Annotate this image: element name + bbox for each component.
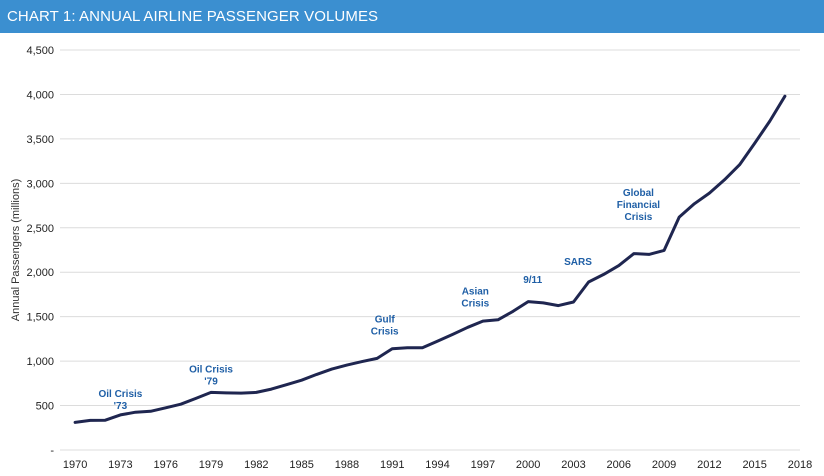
- data-point: [300, 379, 303, 382]
- x-tick-label: 1976: [153, 459, 177, 471]
- data-point: [194, 397, 198, 400]
- data-point: [240, 391, 243, 395]
- data-point: [587, 280, 590, 284]
- x-tick-label: 1982: [244, 459, 268, 471]
- y-tick-label: 1,500: [26, 312, 54, 324]
- annotation-label: Crisis: [371, 326, 399, 337]
- y-tick-label: 4,500: [26, 45, 54, 57]
- data-point: [572, 300, 575, 304]
- data-point: [723, 178, 726, 181]
- data-point: [179, 403, 183, 406]
- data-point: [632, 252, 636, 255]
- data-point: [360, 360, 364, 363]
- data-point: [708, 191, 711, 195]
- annotation-label: '79: [204, 377, 218, 388]
- data-point: [391, 347, 394, 350]
- data-point: [209, 391, 213, 394]
- data-point: [134, 411, 137, 414]
- x-tick-label: 2015: [742, 459, 766, 471]
- data-point: [677, 215, 681, 219]
- y-tick-label: 2,000: [26, 267, 54, 279]
- data-point: [647, 253, 651, 256]
- x-tick-label: 1970: [63, 459, 87, 471]
- annotation-label: SARS: [564, 257, 592, 268]
- annotation-label: Oil Crisis: [189, 365, 233, 376]
- annotation-label: Global: [623, 188, 654, 199]
- x-tick-label: 1973: [108, 459, 132, 471]
- y-tick-label: 3,000: [26, 178, 54, 190]
- data-point: [164, 406, 167, 409]
- data-point: [738, 163, 741, 166]
- series-line: [73, 94, 787, 424]
- annotation-label: '73: [114, 401, 128, 412]
- data-point: [526, 300, 530, 303]
- data-point: [436, 339, 439, 343]
- data-point: [315, 373, 318, 376]
- data-point: [617, 264, 620, 267]
- y-tick-label: 1,000: [26, 356, 54, 368]
- annotation-label: Asian: [462, 286, 489, 297]
- data-point: [496, 318, 500, 321]
- x-tick-label: 2003: [561, 459, 585, 471]
- x-tick-label: 2009: [652, 459, 676, 471]
- data-point: [104, 419, 107, 422]
- chart-title: CHART 1: ANNUAL AIRLINE PASSENGER VOLUME…: [7, 8, 379, 25]
- x-tick-label: 2000: [516, 459, 540, 471]
- data-point: [330, 367, 334, 371]
- data-point: [149, 410, 152, 413]
- x-tick-label: 1988: [335, 459, 359, 471]
- x-tick-label: 1979: [199, 459, 223, 471]
- data-point: [345, 363, 349, 367]
- data-point: [285, 383, 288, 386]
- annotation-label: 9/11: [523, 275, 542, 286]
- data-point: [662, 249, 666, 252]
- data-point: [557, 304, 560, 307]
- data-point: [481, 319, 485, 323]
- data-point: [421, 346, 424, 349]
- chart-title-bar: CHART 1: ANNUAL AIRLINE PASSENGER VOLUME…: [0, 0, 824, 33]
- data-point: [693, 202, 696, 205]
- data-point: [602, 273, 605, 276]
- data-point: [119, 413, 122, 417]
- y-tick-label: 2,500: [26, 223, 54, 235]
- y-tick-label: -: [50, 445, 54, 457]
- y-axis-title: Annual Passengers (millions): [10, 179, 22, 321]
- data-point: [89, 419, 92, 422]
- data-point: [783, 95, 787, 98]
- x-tick-label: 2018: [788, 459, 812, 471]
- data-point: [753, 142, 756, 145]
- annotation-label: Gulf: [375, 314, 396, 325]
- x-tick-label: 1985: [289, 459, 313, 471]
- data-point: [375, 357, 379, 360]
- data-point: [73, 421, 77, 424]
- data-point: [224, 391, 228, 395]
- annotation-label: Crisis: [461, 298, 489, 309]
- annotation-label: Oil Crisis: [98, 389, 142, 400]
- y-tick-label: 3,500: [26, 134, 54, 146]
- data-point: [406, 346, 409, 349]
- annotation-label: Crisis: [625, 212, 653, 223]
- data-point: [466, 326, 469, 329]
- data-point: [255, 391, 258, 394]
- y-tick-label: 4,000: [26, 89, 54, 101]
- data-point: [270, 387, 273, 391]
- data-point: [451, 333, 454, 336]
- x-tick-label: 1991: [380, 459, 404, 471]
- data-point: [511, 310, 515, 313]
- x-tick-label: 2006: [607, 459, 631, 471]
- annotation-label: Financial: [617, 200, 661, 211]
- y-tick-label: 500: [36, 401, 54, 413]
- x-tick-label: 2012: [697, 459, 721, 471]
- x-tick-label: 1997: [471, 459, 495, 471]
- data-point: [768, 119, 771, 123]
- data-point: [542, 301, 545, 305]
- x-tick-label: 1994: [425, 459, 449, 471]
